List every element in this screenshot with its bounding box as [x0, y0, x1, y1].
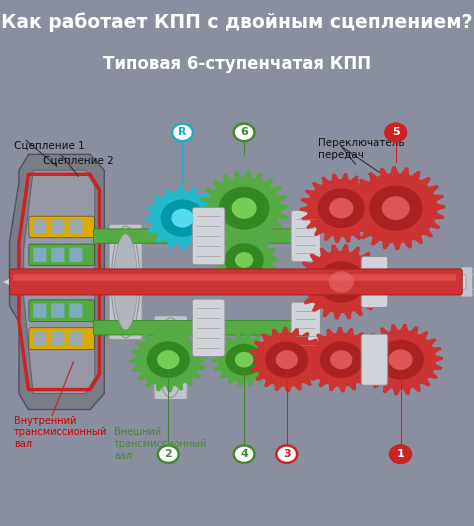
Text: Типовая 6-ступенчатая КПП: Типовая 6-ступенчатая КПП [103, 55, 371, 73]
Ellipse shape [157, 318, 183, 398]
Polygon shape [300, 173, 383, 243]
Polygon shape [199, 170, 289, 246]
Circle shape [225, 244, 263, 276]
Circle shape [378, 340, 423, 379]
Circle shape [172, 209, 193, 227]
FancyBboxPatch shape [33, 248, 46, 262]
Polygon shape [457, 268, 472, 296]
FancyBboxPatch shape [69, 220, 82, 234]
Text: 2: 2 [164, 449, 172, 459]
Polygon shape [2, 271, 24, 293]
Circle shape [383, 197, 409, 219]
FancyBboxPatch shape [51, 248, 64, 262]
FancyBboxPatch shape [69, 248, 82, 262]
FancyBboxPatch shape [93, 321, 310, 335]
FancyBboxPatch shape [192, 299, 225, 357]
Circle shape [161, 200, 204, 236]
FancyBboxPatch shape [192, 207, 225, 265]
Circle shape [158, 446, 179, 463]
Circle shape [331, 351, 352, 368]
Circle shape [226, 345, 262, 375]
Circle shape [236, 253, 253, 267]
Circle shape [236, 352, 253, 367]
FancyBboxPatch shape [69, 276, 82, 290]
Text: 6: 6 [240, 127, 248, 137]
Polygon shape [210, 231, 278, 289]
FancyBboxPatch shape [109, 224, 142, 340]
Circle shape [158, 351, 179, 368]
FancyBboxPatch shape [154, 316, 187, 400]
Text: 1: 1 [397, 449, 404, 459]
Circle shape [219, 187, 269, 229]
FancyBboxPatch shape [33, 304, 46, 318]
FancyBboxPatch shape [29, 244, 94, 266]
FancyBboxPatch shape [33, 331, 46, 346]
FancyBboxPatch shape [9, 269, 462, 295]
FancyBboxPatch shape [51, 331, 64, 346]
Text: 5: 5 [392, 127, 400, 137]
Circle shape [320, 342, 362, 377]
Text: Сцепление 1: Сцепление 1 [14, 140, 85, 150]
Text: Внешний
трансмиссионный
вал: Внешний трансмиссионный вал [114, 428, 207, 461]
Circle shape [147, 342, 189, 377]
FancyBboxPatch shape [29, 328, 94, 349]
Polygon shape [9, 154, 104, 410]
Circle shape [276, 351, 297, 368]
FancyBboxPatch shape [51, 304, 64, 318]
FancyBboxPatch shape [51, 276, 64, 290]
Circle shape [385, 124, 406, 141]
Text: 3: 3 [283, 449, 291, 459]
FancyBboxPatch shape [291, 210, 320, 262]
FancyBboxPatch shape [361, 334, 388, 385]
Circle shape [232, 198, 256, 218]
Circle shape [276, 446, 297, 463]
FancyBboxPatch shape [51, 220, 64, 234]
Circle shape [234, 446, 255, 463]
FancyBboxPatch shape [297, 275, 466, 289]
FancyBboxPatch shape [29, 216, 94, 238]
Polygon shape [24, 170, 95, 393]
Circle shape [329, 272, 353, 292]
Text: Как работает КПП с двойным сцеплением?: Как работает КПП с двойным сцеплением? [1, 13, 473, 32]
Ellipse shape [111, 226, 140, 338]
FancyBboxPatch shape [361, 256, 388, 308]
FancyBboxPatch shape [33, 276, 46, 290]
Polygon shape [346, 166, 446, 250]
FancyBboxPatch shape [93, 229, 310, 243]
FancyBboxPatch shape [69, 304, 82, 318]
Circle shape [330, 199, 353, 218]
Polygon shape [302, 327, 380, 392]
Polygon shape [145, 186, 220, 250]
Text: 4: 4 [240, 449, 248, 459]
Circle shape [389, 350, 412, 369]
FancyBboxPatch shape [13, 275, 456, 281]
FancyBboxPatch shape [33, 220, 46, 234]
Circle shape [318, 262, 365, 302]
FancyBboxPatch shape [29, 300, 94, 321]
Circle shape [319, 189, 364, 227]
Circle shape [172, 124, 193, 141]
FancyBboxPatch shape [69, 331, 82, 346]
Text: R: R [178, 127, 187, 137]
Text: Внутренний
трансмиссионный
вал: Внутренний трансмиссионный вал [14, 416, 108, 449]
FancyBboxPatch shape [291, 302, 320, 353]
Text: Переключатель
передач: Переключатель передач [318, 138, 404, 160]
Polygon shape [296, 244, 386, 320]
Polygon shape [212, 332, 276, 387]
Circle shape [370, 186, 422, 230]
Polygon shape [358, 324, 443, 396]
Circle shape [390, 446, 411, 463]
Ellipse shape [114, 234, 137, 330]
Polygon shape [248, 327, 326, 392]
FancyBboxPatch shape [29, 272, 94, 294]
Circle shape [266, 342, 308, 377]
Ellipse shape [453, 268, 462, 296]
Polygon shape [129, 327, 207, 392]
Text: Сцепление 2: Сцепление 2 [43, 155, 113, 165]
Circle shape [234, 124, 255, 141]
